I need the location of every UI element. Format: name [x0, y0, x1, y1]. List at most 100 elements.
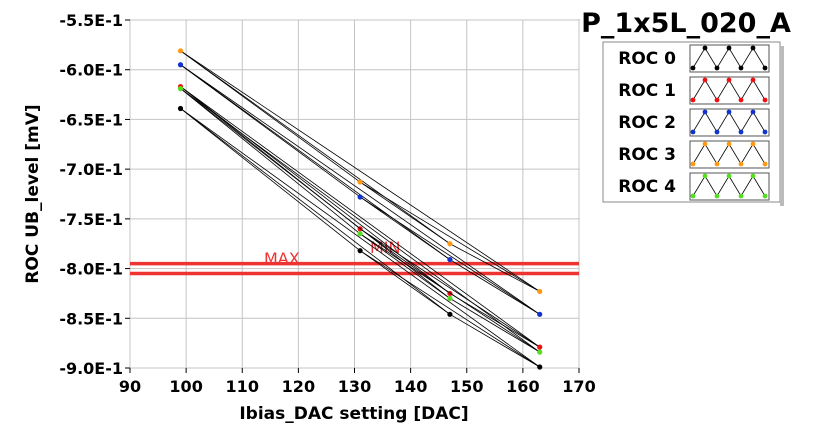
y-tick-label: -5.5E-1 [59, 11, 123, 30]
series-segment [180, 108, 540, 368]
data-point [177, 48, 184, 54]
x-tick-label: 130 [338, 377, 371, 396]
legend-label: ROC 2 [618, 113, 676, 133]
data-point [447, 311, 453, 317]
legend-marker [726, 141, 732, 147]
series-segment [359, 233, 451, 299]
legend-marker [726, 45, 732, 51]
series-roc-2 [177, 62, 543, 317]
legend-marker [738, 65, 744, 71]
legend-marker [690, 129, 696, 135]
x-tick-label: 120 [282, 377, 315, 396]
legend-label: ROC 4 [618, 177, 676, 197]
series-segment [449, 313, 540, 368]
legend-marker [702, 45, 708, 51]
legend-marker [690, 161, 696, 167]
series-roc-0 [177, 105, 543, 370]
y-ticks: -5.5E-1 -6.0E-1 -6.5E-1 -7.0E-1 -7.5E-1 -8.0E… [59, 11, 130, 378]
series-segment [180, 86, 540, 348]
legend-marker [702, 141, 708, 147]
series-segment [180, 88, 361, 235]
series-segment [180, 64, 451, 260]
series-roc-4 [177, 86, 543, 355]
legend-marker [762, 161, 768, 167]
y-tick-label: -8.5E-1 [59, 309, 123, 328]
series-segment [449, 259, 540, 315]
series-segment [359, 196, 540, 315]
series-segment [359, 228, 540, 348]
x-tick-label: 150 [450, 377, 483, 396]
legend-marker [750, 173, 756, 179]
legend-marker [714, 193, 720, 199]
legend-marker [690, 193, 696, 199]
data-point [357, 194, 363, 200]
reference-label-max: MAX [264, 249, 300, 268]
y-tick-label: -9.0E-1 [59, 359, 123, 378]
data-point [447, 241, 453, 247]
y-tick-label: -7.5E-1 [59, 210, 123, 229]
data-point [357, 248, 363, 254]
legend-marker [750, 45, 756, 51]
legend-marker [750, 109, 756, 115]
legend-label: ROC 3 [618, 145, 676, 165]
chart-title: P_1x5L_020_A [581, 8, 791, 39]
data-point [537, 288, 543, 295]
legend-marker [702, 77, 708, 83]
series-segment [180, 108, 361, 251]
x-tick-label: 100 [169, 377, 202, 396]
x-tick-label: 90 [119, 377, 141, 396]
legend-marker [738, 129, 744, 135]
y-axis-label: ROC UB_level [mV] [23, 104, 43, 283]
x-axis-label: Ibias_DAC setting [DAC] [239, 404, 468, 424]
series-segment [359, 196, 451, 260]
legend-marker [714, 161, 720, 167]
legend-marker [738, 97, 744, 103]
legend-entries: ROC 0 ROC 1 ROC 2 ROC 3 ROC 4 [618, 44, 770, 201]
legend-marker [726, 173, 732, 179]
series-segment [359, 181, 451, 245]
grid [129, 19, 580, 369]
x-tick-label: 170 [562, 377, 595, 396]
data-point [537, 311, 543, 317]
series-roc-3 [177, 48, 543, 295]
series-segment [180, 88, 540, 353]
legend-marker [714, 129, 720, 135]
series-segment [449, 243, 540, 292]
series-segment [180, 64, 540, 315]
series-segment [180, 50, 451, 245]
legend-marker [714, 65, 720, 71]
series-segment [359, 250, 451, 315]
series-segment [449, 298, 540, 353]
legend-marker [702, 109, 708, 115]
y-tick-label: -8.0E-1 [59, 260, 123, 279]
data-point [537, 349, 543, 355]
legend-marker [702, 173, 708, 179]
data-point [177, 86, 184, 92]
x-tick-label: 110 [226, 377, 259, 396]
legend-marker [762, 65, 768, 71]
series-segment [180, 50, 540, 292]
series-segment [359, 181, 540, 292]
x-ticks: 90 100 110 120 130 140 150 160 170 [119, 368, 596, 396]
data-point [357, 179, 363, 185]
legend-marker [690, 65, 696, 71]
legend-marker [762, 97, 768, 103]
data-point [177, 105, 184, 112]
legend-marker [738, 193, 744, 199]
series-segment [359, 233, 540, 353]
data-point [447, 295, 453, 301]
legend-marker [762, 193, 768, 199]
legend-label: ROC 0 [618, 49, 676, 69]
data-point [447, 257, 453, 263]
legend-label: ROC 1 [618, 81, 676, 101]
data-point [177, 62, 184, 68]
legend-marker [690, 97, 696, 103]
series [177, 48, 543, 370]
legend-marker [738, 161, 744, 167]
y-tick-label: -6.5E-1 [59, 110, 123, 129]
data-point [357, 231, 363, 237]
legend-marker [750, 141, 756, 147]
legend-marker [762, 129, 768, 135]
legend-marker [726, 109, 732, 115]
